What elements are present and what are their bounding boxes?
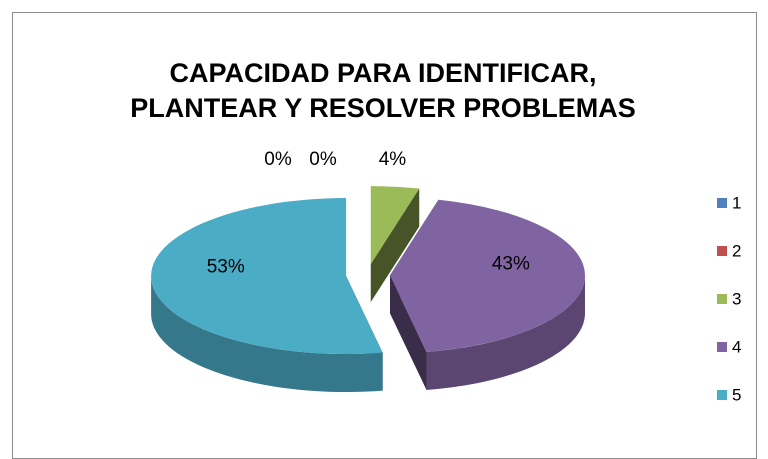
chart-title: PLANTEAR Y RESOLVER PROBLEMAS <box>130 93 636 123</box>
pie-slice <box>370 186 420 303</box>
data-label: 0% <box>309 149 337 170</box>
data-label: 0% <box>264 149 292 170</box>
legend-label: 4 <box>732 337 741 356</box>
slice-cut-face <box>389 275 427 390</box>
legend-swatch <box>717 342 727 352</box>
slice-top <box>389 199 585 352</box>
legend-swatch <box>717 390 727 400</box>
slice-top <box>151 198 383 355</box>
pie-slice <box>151 198 383 393</box>
slice-top <box>370 186 420 265</box>
pie-slice <box>389 199 585 390</box>
data-label: 53% <box>207 256 245 277</box>
legend-label: 5 <box>732 385 741 404</box>
chart-title: CAPACIDAD PARA IDENTIFICAR, <box>170 58 597 88</box>
legend-label: 3 <box>732 289 741 308</box>
legend-label: 1 <box>732 193 741 212</box>
data-label: 43% <box>492 253 530 274</box>
legend-swatch <box>717 294 727 304</box>
data-label: 4% <box>379 149 407 170</box>
slice-wall <box>151 276 383 393</box>
slice-cut-face <box>370 188 420 303</box>
legend-swatch <box>717 198 727 208</box>
legend-label: 2 <box>732 241 741 260</box>
legend-swatch <box>717 246 727 256</box>
slice-wall <box>426 275 585 390</box>
